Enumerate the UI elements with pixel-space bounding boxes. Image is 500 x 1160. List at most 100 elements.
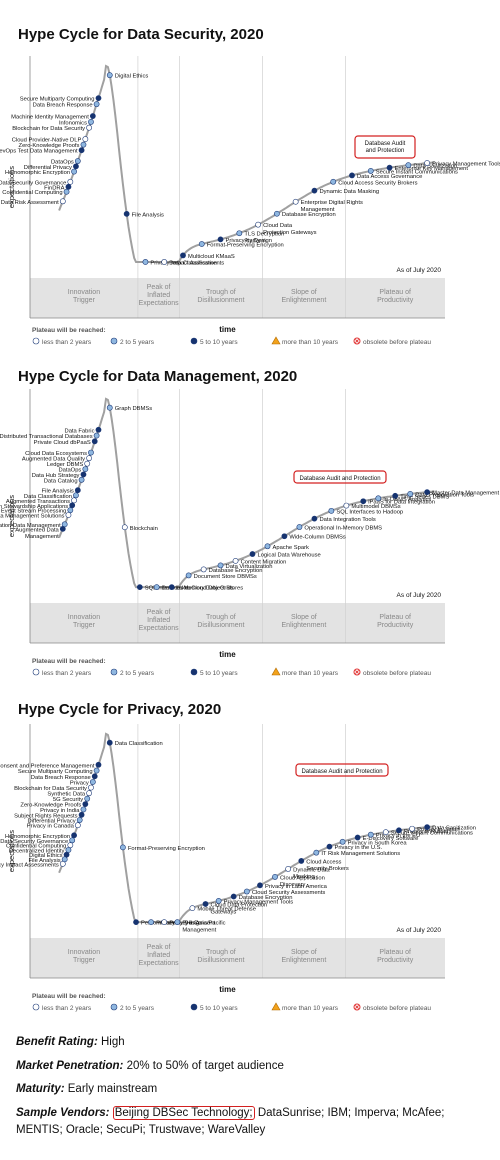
phase-band [30, 278, 445, 318]
technology-label: Infonomics [59, 120, 87, 126]
technology-label: Database Encryption [282, 212, 336, 218]
technology-marker [375, 495, 382, 502]
technology-label: Data Sanitization [432, 826, 476, 832]
technology-label: Privacy Impact Assessments [0, 862, 59, 868]
technology-marker [296, 524, 303, 530]
technology-label: Event Stream Processing [1, 509, 66, 515]
technology-label: Cloud Data Protection Gateways [211, 902, 268, 915]
highlighted-technology: Database Audit and Protection [299, 476, 380, 482]
y-axis-label: expectations [7, 495, 16, 537]
hype-cycle-data-security: Hype Cycle for Data Security, 2020 Innov… [0, 0, 500, 360]
phase-label: Innovation Trigger [68, 289, 100, 304]
legend-circle-icon [190, 668, 198, 676]
technology-marker [236, 230, 243, 237]
technology-marker [106, 739, 113, 746]
technology-marker [168, 584, 175, 591]
technology-label: IT Risk Management Solutions [321, 851, 400, 857]
technology-marker [86, 455, 92, 462]
technology-label: Homomorphic Encryption [5, 834, 70, 840]
vendor-highlight: Beijing DBSec Technology; [112, 1106, 255, 1120]
phase-label: Slope of Enlightenment [282, 289, 327, 304]
technology-marker [86, 790, 92, 797]
technology-marker [360, 498, 367, 505]
technology-marker [67, 507, 74, 514]
legend-label: obsolete before plateau [363, 1005, 431, 1012]
technology-marker [424, 489, 431, 496]
highlighted-technology: Database Audit and Protection [301, 769, 382, 775]
technology-label: Differential Privacy [24, 165, 72, 171]
technology-marker [88, 119, 94, 125]
technology-label: Cloud Application Discovery [280, 875, 325, 888]
technology-marker [95, 426, 102, 433]
legend-label: 5 to 10 years [200, 670, 238, 677]
plateau-label: Plateau will be reached: [32, 993, 106, 1000]
technology-marker [133, 919, 139, 926]
technology-marker [311, 187, 318, 194]
phase-label: Innovation Trigger [68, 614, 100, 629]
technology-label: Privacy in Russia [404, 829, 449, 835]
technology-label: Data Risk Assessment [1, 200, 59, 206]
technology-label: Zero-Knowledge Proofs [19, 143, 80, 149]
technology-label: Dynamic Data Masking [319, 189, 379, 195]
technology-label: DataOps [58, 468, 81, 474]
maturity-label: Maturity: [16, 1083, 65, 1095]
technology-label: Apache Spark [272, 545, 309, 551]
technology-label: Dynamic Data Masking [293, 867, 330, 880]
technology-marker [243, 888, 250, 895]
y-axis-label: expectations [7, 830, 16, 872]
technology-marker [328, 507, 335, 514]
technology-label: Data Lakes [162, 586, 191, 592]
technology-label: File Analysis [28, 858, 60, 864]
technology-marker [273, 210, 280, 217]
technology-marker [78, 811, 85, 818]
technology-label: Database Encryption [239, 895, 293, 901]
technology-marker [354, 834, 361, 841]
technology-label: Application Data Management [0, 523, 61, 529]
technology-label: Master Data Management [432, 491, 499, 497]
legend-triangle-icon [271, 1002, 281, 1011]
hype-cycle-data-management: Hype Cycle for Data Management, 2020 Inn… [0, 360, 500, 695]
technology-marker [148, 919, 154, 926]
technology-marker [65, 512, 72, 518]
plateau-label: Plateau will be reached: [32, 658, 106, 665]
technology-marker [215, 898, 222, 904]
hype-cycle-chart: Innovation Trigger Peak of Inflated Expectat… [0, 724, 476, 1012]
technology-label: DataOps [51, 160, 74, 166]
technology-label: Personification [141, 921, 179, 927]
technology-marker [121, 524, 128, 531]
technology-marker [119, 844, 126, 851]
technology-marker [88, 449, 94, 456]
technology-label: Digital Ethics [115, 74, 149, 80]
technology-marker [82, 801, 89, 808]
technology-label: SQL Interfaces to Cloud Object Stores [145, 586, 243, 592]
technology-marker [349, 172, 355, 179]
chart-title: Hype Cycle for Data Security, 2020 [18, 26, 264, 43]
technology-marker [285, 866, 292, 872]
technology-marker [82, 136, 89, 142]
technology-marker [88, 784, 94, 791]
technology-label: PHI Consent Management [182, 921, 216, 934]
technology-label: Data Preparation Tools [415, 492, 474, 498]
technology-label: iPaaS for Data Integration [368, 500, 435, 506]
technology-label: Privacy in India [40, 808, 80, 814]
technology-marker [74, 822, 81, 829]
hype-cycle-chart: Innovation Trigger Peak of Inflated Expectat… [0, 56, 500, 346]
technology-label: Mobile Threat Defense [197, 907, 256, 913]
technology-marker [326, 843, 333, 850]
technology-marker [59, 860, 66, 867]
technology-marker [161, 919, 168, 926]
as-of-label: As of July 2020 [397, 267, 442, 274]
legend-label: 5 to 10 years [200, 339, 238, 346]
technology-marker [93, 432, 100, 439]
vendors-rest: DataSunrise; IBM; Imperva; McAfee; MENTI… [16, 1107, 445, 1136]
technology-marker [313, 849, 320, 856]
technology-marker [409, 825, 415, 832]
technology-label: Time Series DBMS [400, 494, 449, 500]
technology-label: Multicloud KMaaS [188, 254, 235, 260]
phase-band [30, 603, 445, 643]
legend-circle-icon [32, 668, 40, 676]
phase-label: Plateau of Productivity [377, 949, 414, 964]
legend-label: 5 to 10 years [200, 1005, 238, 1012]
legend-x-mark [355, 339, 359, 343]
technology-marker [80, 141, 87, 148]
